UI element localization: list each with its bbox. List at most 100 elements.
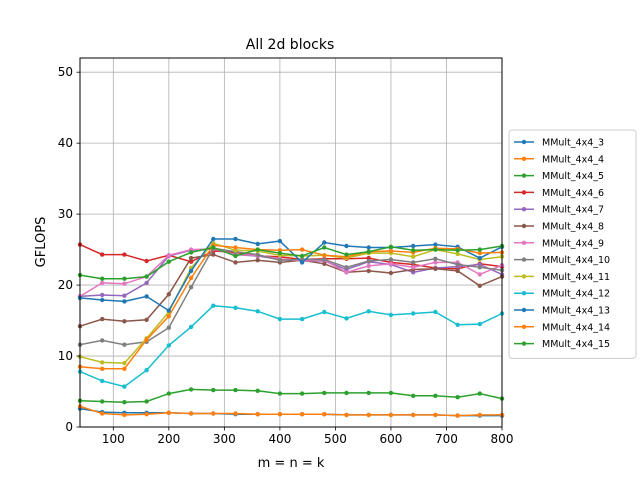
data-point (100, 297, 105, 303)
data-point (366, 249, 371, 254)
series-MMult_4x4_15 (77, 243, 505, 281)
series-line (79, 238, 503, 312)
data-point (100, 316, 105, 322)
data-point (255, 412, 260, 417)
legend-entry: MMult_4x4_8 (514, 222, 604, 233)
data-point (344, 390, 349, 396)
data-point (433, 309, 438, 315)
data-point (344, 243, 349, 249)
data-point (211, 411, 216, 416)
data-point (144, 337, 149, 342)
legend-swatch-marker (521, 156, 527, 161)
data-point (100, 280, 105, 286)
data-point (122, 360, 127, 366)
data-point (211, 236, 216, 242)
data-point (233, 411, 238, 416)
legend-swatch-marker (521, 190, 527, 195)
data-point (144, 399, 149, 404)
data-point (411, 243, 416, 249)
data-point (166, 391, 171, 396)
data-point (255, 388, 260, 393)
data-point (433, 266, 438, 271)
y-tick-label: 50 (58, 65, 73, 79)
legend-entry: MMult_4x4_11 (514, 272, 610, 283)
data-point (188, 285, 194, 290)
x-axis-label: m = n = k (258, 456, 325, 471)
data-point (233, 245, 238, 250)
legend-entry: MMult_4x4_9 (514, 238, 604, 249)
data-point (233, 305, 238, 310)
data-point (277, 316, 283, 322)
data-point (144, 274, 149, 279)
data-point (322, 253, 327, 258)
data-point (344, 270, 349, 275)
legend-swatch-marker (521, 307, 527, 313)
data-point (166, 308, 171, 313)
data-point (122, 252, 127, 257)
data-point (366, 412, 371, 418)
legend-swatch-marker (521, 207, 527, 212)
data-point (299, 316, 305, 322)
legend-label: MMult_4x4_11 (542, 272, 610, 283)
data-point (188, 268, 194, 274)
data-point (144, 368, 149, 373)
data-point (388, 244, 394, 249)
data-point (233, 387, 238, 393)
data-point (299, 412, 305, 417)
data-point (144, 258, 149, 264)
data-point (166, 343, 171, 348)
data-point (344, 412, 349, 418)
series-line (79, 243, 503, 270)
data-point (166, 314, 171, 319)
x-axis: 100 200 300 400 500 600 700 800 (102, 427, 514, 446)
legend-label: MMult_4x4_6 (542, 188, 604, 199)
data-point (433, 247, 438, 252)
data-point (477, 272, 482, 277)
series-line (79, 245, 503, 280)
data-point (144, 317, 149, 322)
data-point (122, 384, 127, 389)
data-point (166, 410, 171, 415)
chart-title: All 2d blocks (246, 37, 335, 53)
x-tick-label: 800 (491, 432, 514, 446)
legend-swatch-marker (521, 274, 527, 279)
legend-label: MMult_4x4_13 (542, 306, 610, 317)
legend: MMult_4x4_3 MMult_4x4_4 MMult_4x4_5 MMult_4… (508, 129, 637, 359)
data-point (188, 255, 194, 261)
data-point (100, 292, 105, 298)
legend-swatch-marker (521, 240, 527, 245)
data-point (388, 390, 394, 396)
legend-swatch-marker (521, 341, 527, 346)
legend-entry: MMult_4x4_6 (514, 188, 604, 199)
legend-entry: MMult_4x4_14 (514, 322, 610, 333)
data-point (188, 250, 194, 255)
data-point (100, 338, 105, 343)
data-point (100, 378, 105, 384)
y-tick-label: 40 (58, 136, 73, 150)
legend-entry: MMult_4x4_7 (514, 205, 604, 216)
data-point (299, 247, 305, 252)
legend-label: MMult_4x4_4 (542, 154, 604, 165)
legend-label: MMult_4x4_12 (542, 289, 610, 300)
series-MMult_4x4_5 (77, 387, 505, 405)
data-point (233, 260, 238, 265)
data-point (477, 321, 482, 327)
data-point (366, 245, 371, 250)
data-point (366, 263, 371, 269)
series-MMult_4x4_13 (77, 236, 505, 313)
data-point (477, 412, 482, 418)
legend-swatch-marker (521, 291, 527, 296)
data-point (477, 250, 482, 256)
data-point (477, 247, 482, 252)
y-tick-label: 30 (58, 207, 73, 221)
data-point (299, 391, 305, 396)
legend-label: MMult_4x4_9 (542, 238, 604, 249)
x-tick-label: 100 (102, 432, 125, 446)
series-layer (77, 236, 505, 418)
data-point (411, 412, 416, 418)
data-point (255, 309, 260, 314)
legend-label: MMult_4x4_8 (542, 222, 604, 233)
data-point (211, 245, 216, 250)
data-point (122, 342, 127, 347)
y-tick-label: 10 (58, 349, 73, 363)
